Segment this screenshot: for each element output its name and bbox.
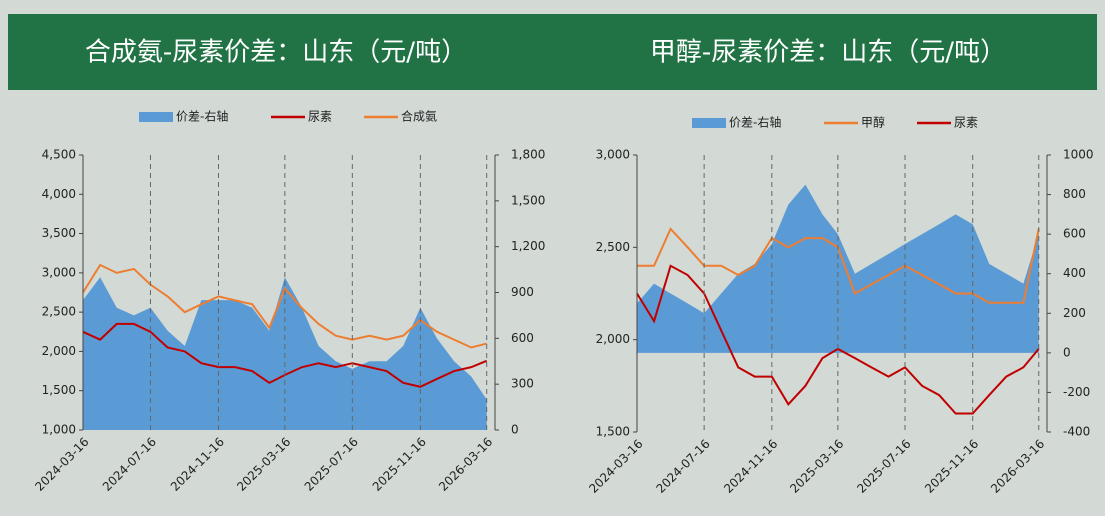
chart-title: 甲醇-尿素价差：山东（元/吨） [650, 38, 1006, 68]
y2-tick-label: 1,500 [511, 193, 545, 207]
y2-tick-label: -200 [1063, 385, 1090, 399]
y-tick-label: 2,500 [42, 305, 76, 319]
y-tick-label: 3,000 [42, 265, 76, 279]
y-tick-label: 3,000 [596, 148, 630, 162]
y-tick-label: 1,500 [596, 425, 630, 439]
y-tick-label: 4,500 [42, 148, 76, 162]
y-tick-label: 1,000 [42, 423, 76, 437]
y-tick-label: 2,000 [42, 344, 76, 358]
legend-label: 价差-右轴 [176, 109, 228, 124]
y2-tick-label: 200 [1063, 306, 1086, 320]
y2-tick-label: 0 [511, 423, 519, 437]
y-tick-label: 1,500 [42, 383, 76, 397]
legend-label: 合成氨 [401, 109, 437, 124]
y2-tick-label: 1,200 [511, 239, 545, 253]
spread-area [637, 184, 1039, 353]
legend-swatch [139, 112, 173, 122]
y2-tick-label: -400 [1063, 425, 1090, 439]
y2-tick-label: 800 [1063, 187, 1086, 201]
legend-swatch [692, 118, 726, 128]
y2-tick-label: 600 [511, 331, 534, 345]
header-band [8, 14, 1097, 90]
y2-tick-label: 0 [1063, 345, 1071, 359]
chart-title: 合成氨-尿素价差：山东（元/吨） [85, 38, 467, 68]
y-tick-label: 4,000 [42, 187, 76, 201]
y2-tick-label: 600 [1063, 227, 1086, 241]
legend-label: 尿素 [954, 116, 978, 130]
y-tick-label: 3,500 [42, 226, 76, 240]
y2-tick-label: 1,800 [511, 148, 545, 162]
y-tick-label: 2,500 [596, 240, 630, 254]
y2-tick-label: 300 [511, 377, 534, 391]
y2-tick-label: 900 [511, 285, 534, 299]
y2-tick-label: 400 [1063, 266, 1086, 280]
legend-label: 甲醇 [861, 115, 885, 130]
legend-label: 尿素 [308, 110, 332, 124]
legend-label: 价差-右轴 [729, 115, 781, 130]
y2-tick-label: 1000 [1063, 148, 1094, 162]
y-tick-label: 2,000 [596, 332, 630, 346]
